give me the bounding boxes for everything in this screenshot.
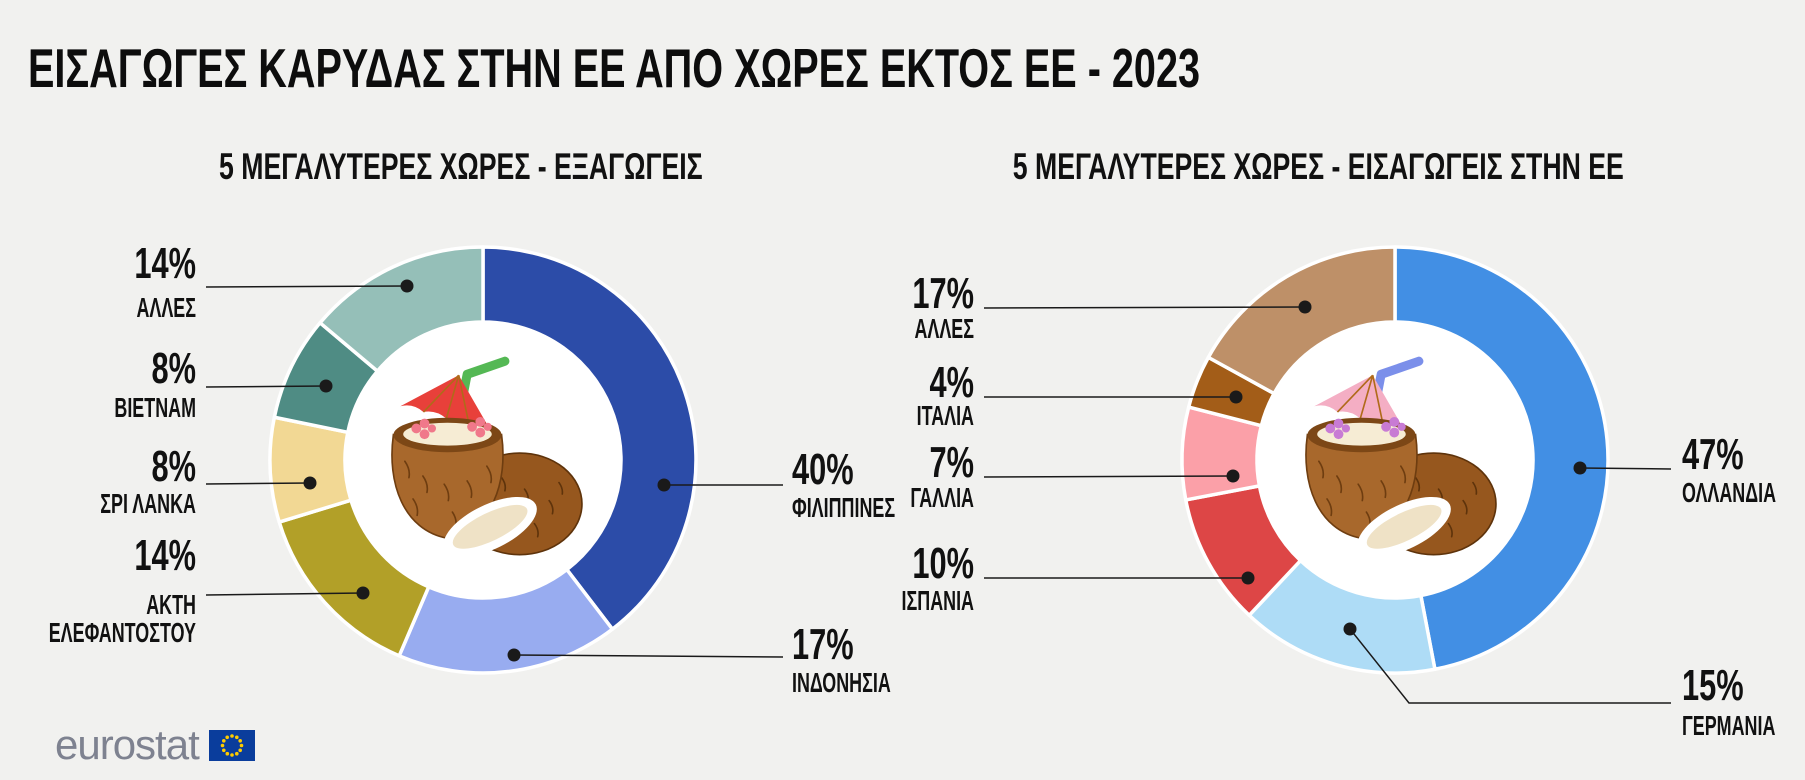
slice-name-label: ΓΑΛΛΙΑ	[910, 482, 974, 513]
donut-chart-importers: 47%ΟΛΛΑΝΔΙΑ 15%ΓΕΡΜΑΝΙΑ 10%ΙΣΠΑΝΙΑ 7%ΓΑΛΛΙΑ…	[902, 245, 1776, 741]
slice-name-label: ΑΛΛΕΣ	[914, 313, 974, 344]
slice-pct-label: 7%	[929, 439, 974, 488]
slice-pct-label: 40%	[792, 446, 854, 495]
leader-line	[983, 475, 1234, 478]
leader-line	[205, 385, 327, 388]
eu-flag-star	[234, 735, 239, 739]
leader-line	[205, 285, 408, 288]
eu-flag-star	[234, 751, 239, 755]
slice-name-label: ΙΤΑΛΙΑ	[917, 400, 974, 431]
slice-name-label: ΓΕΡΜΑΝΙΑ	[1682, 710, 1775, 741]
slice-pct-label: 8%	[151, 345, 196, 394]
donut-chart-exporters: 40%ΦΙΛΙΠΠΙΝΕΣ 17%ΙΝΔΟΝΗΣΙΑ 14% ΑΚΤΗΕΛΕΦΑΝΤΟ…	[49, 240, 895, 698]
slice-pct-label: 14%	[134, 532, 196, 581]
leader-line	[983, 306, 1306, 309]
slice-pct-label: 10%	[912, 540, 974, 589]
slice-name-label: ΑΛΛΕΣ	[136, 292, 196, 323]
eu-flag-star	[225, 751, 229, 755]
eu-flag-star	[229, 752, 234, 757]
eurostat-logo: eurostat	[55, 724, 255, 766]
leader-dot	[1241, 571, 1255, 585]
leader-dot	[303, 476, 317, 490]
eu-flag-star	[239, 743, 244, 747]
eu-flag-star	[238, 738, 242, 743]
eu-flag-star	[221, 748, 226, 752]
leader-dot	[1298, 300, 1312, 314]
eu-flag-icon	[208, 729, 255, 761]
page-title: ΕΙΣΑΓΩΓΕΣ ΚΑΡΥΔΑΣ ΣΤΗΝ ΕΕ ΑΠΟ ΧΩΡΕΣ ΕΚΤΟ…	[28, 37, 1200, 99]
eu-flag-star	[238, 748, 242, 752]
slice-name-label: ΕΛΕΦΑΝΤΟΣΤΟΥ	[49, 617, 197, 648]
leader-dot	[356, 586, 370, 600]
leader-line	[205, 592, 364, 596]
slice-pct-label: 17%	[912, 270, 974, 319]
leader-dot	[1229, 390, 1243, 404]
eurostat-wordmark: eurostat	[55, 721, 200, 768]
slice-pct-label: 15%	[1682, 662, 1744, 711]
leader-dot	[1343, 622, 1357, 636]
leader-dot	[1226, 469, 1240, 483]
slice-pct-label: 17%	[792, 621, 854, 670]
slice-pct-label: 47%	[1682, 431, 1744, 480]
eu-flag-star	[221, 738, 226, 743]
leader-dot	[319, 379, 333, 393]
slice-pct-label: 14%	[134, 240, 196, 289]
leader-line	[1579, 467, 1672, 470]
eu-flag-star	[229, 733, 234, 738]
slice-name-label: ΣΡΙ ΛΑΝΚΑ	[100, 488, 196, 519]
leader-dot	[1573, 461, 1587, 475]
slice-pct-label: 4%	[929, 359, 974, 408]
slice-name-label: ΙΣΠΑΝΙΑ	[902, 585, 974, 616]
leader-dot	[657, 478, 671, 492]
slice-name-label: ΑΚΤΗ	[146, 589, 196, 620]
coconut-drink-icon	[1305, 356, 1497, 557]
leader-line	[205, 482, 311, 485]
coconut-drink-icon	[391, 356, 583, 557]
slice-name-label: ΟΛΛΑΝΔΙΑ	[1682, 477, 1776, 508]
slice-name-label: ΦΙΛΙΠΠΙΝΕΣ	[792, 492, 895, 523]
eu-flag-star	[225, 735, 229, 739]
leader-line	[513, 654, 784, 658]
chart-title-exporters: 5 ΜΕΓΑΛΥΤΕΡΕΣ ΧΩΡΕΣ - ΕΞΑΓΩΓΕΙΣ	[219, 146, 703, 187]
eu-flag-star	[220, 743, 225, 747]
leader-dot	[507, 648, 521, 662]
leader-dot	[400, 279, 414, 293]
leader-line	[1349, 628, 1671, 704]
slice-name-label: ΙΝΔΟΝΗΣΙΑ	[792, 667, 891, 698]
chart-title-importers: 5 ΜΕΓΑΛΥΤΕΡΕΣ ΧΩΡΕΣ - ΕΙΣΑΓΩΓΕΙΣ ΣΤΗΝ ΕΕ	[1012, 146, 1624, 187]
slice-pct-label: 8%	[151, 443, 196, 492]
slice-name-label: ΒΙΕΤΝΑΜ	[114, 392, 196, 423]
